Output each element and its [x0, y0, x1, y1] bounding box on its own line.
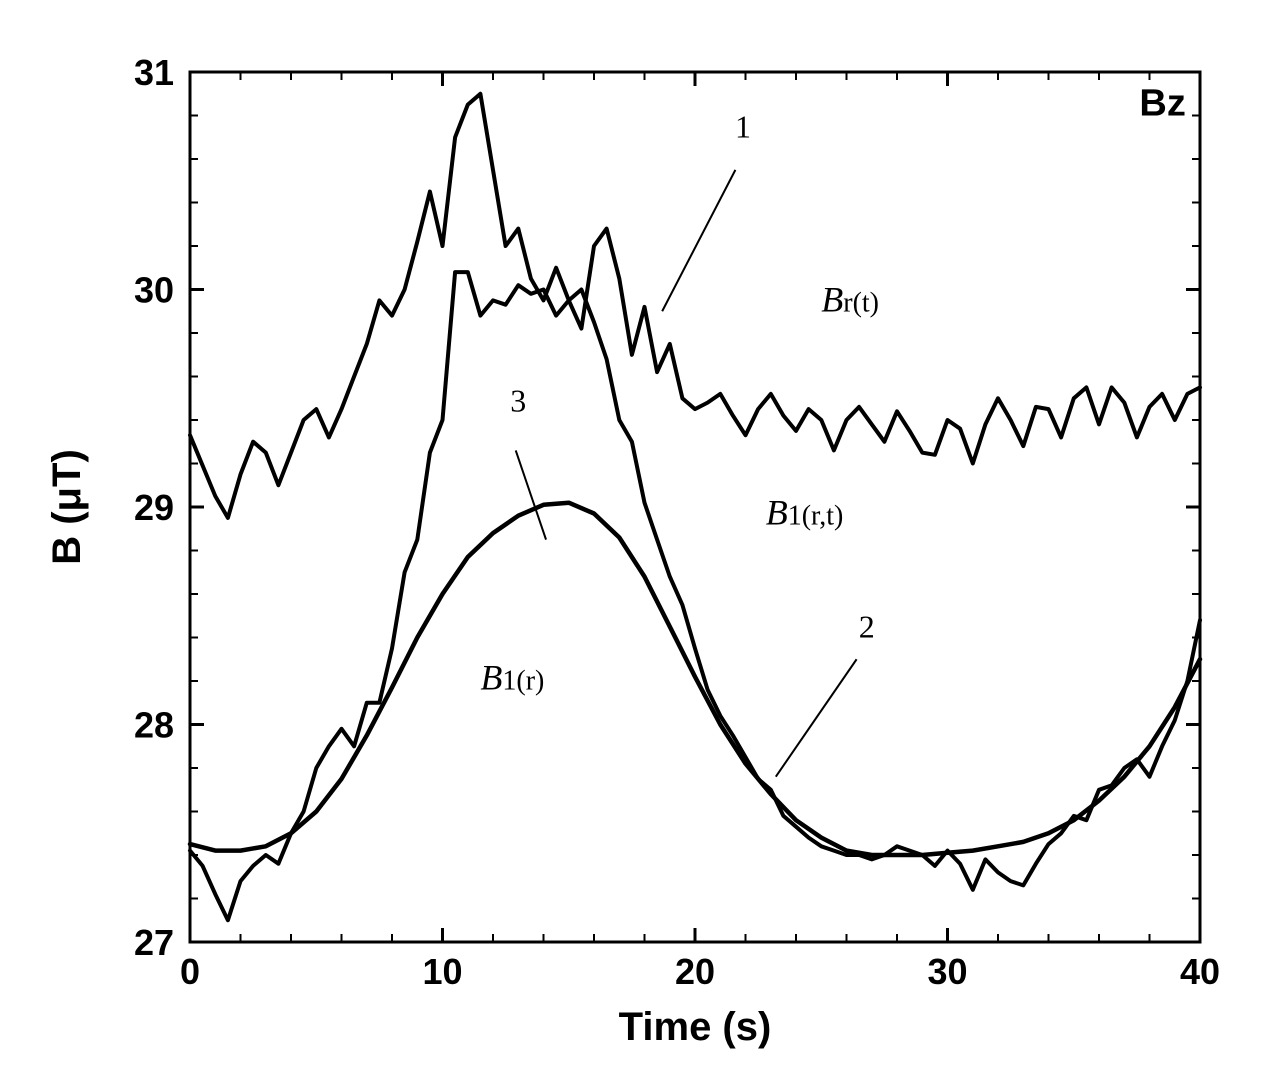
y-axis-label: B (μT)	[45, 449, 89, 565]
y-tick-label: 30	[134, 270, 174, 311]
chart-bz: 0102030402728293031Time (s)B (μT)BzBr(t)…	[0, 0, 1273, 1081]
x-tick-label: 10	[422, 951, 462, 992]
x-tick-label: 30	[927, 951, 967, 992]
y-tick-label: 27	[134, 922, 174, 963]
pointer-label: 2	[859, 609, 875, 645]
corner-label: Bz	[1139, 83, 1185, 125]
y-tick-label: 31	[134, 52, 174, 93]
y-tick-label: 28	[134, 705, 174, 746]
x-tick-label: 0	[180, 951, 200, 992]
x-tick-label: 40	[1180, 951, 1220, 992]
pointer-label: 3	[510, 382, 526, 418]
y-tick-label: 29	[134, 487, 174, 528]
x-axis-label: Time (s)	[619, 1005, 772, 1049]
x-tick-label: 20	[675, 951, 715, 992]
pointer-label: 1	[735, 108, 751, 144]
